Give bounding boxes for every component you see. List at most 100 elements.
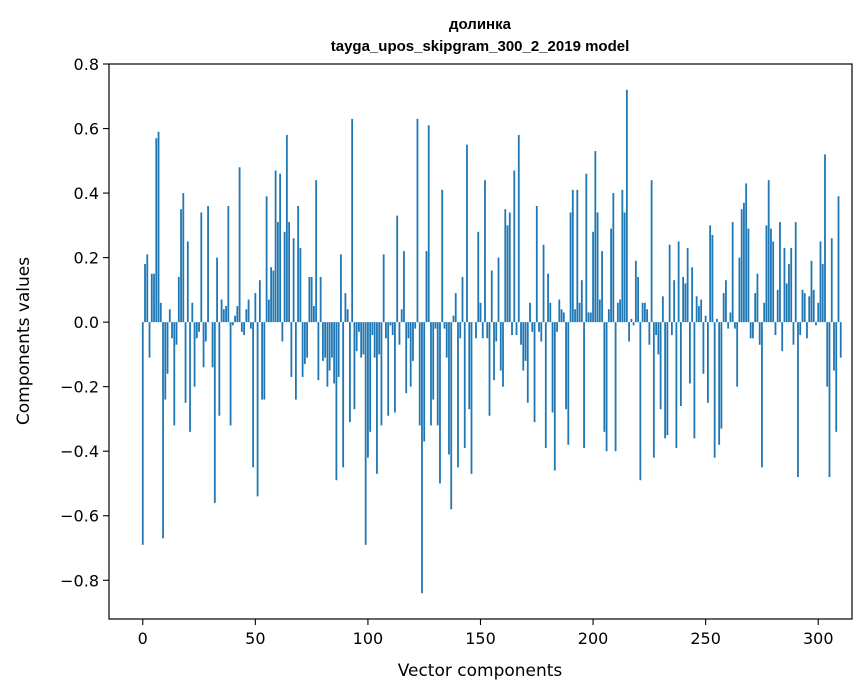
bar xyxy=(481,322,484,339)
bar xyxy=(218,322,221,416)
x-tick-label: 100 xyxy=(353,629,384,648)
bar xyxy=(310,276,313,323)
bar xyxy=(412,322,414,361)
bar xyxy=(551,322,554,413)
bar xyxy=(643,302,646,323)
bar xyxy=(450,322,453,510)
bar xyxy=(373,322,376,358)
bar xyxy=(637,276,640,323)
bar xyxy=(725,280,727,323)
bar xyxy=(533,322,536,423)
bar xyxy=(355,322,358,352)
bar xyxy=(328,322,331,371)
bar xyxy=(788,264,790,323)
bar xyxy=(727,322,730,329)
bar xyxy=(371,322,374,336)
bar xyxy=(234,315,236,323)
x-tick-label: 0 xyxy=(138,629,148,648)
bar xyxy=(200,212,203,323)
bar xyxy=(285,134,288,323)
bar xyxy=(439,322,441,484)
bar xyxy=(587,312,590,323)
y-tick-label: 0.4 xyxy=(74,184,99,203)
x-tick-label: 200 xyxy=(578,629,609,648)
bar xyxy=(155,138,158,323)
bar xyxy=(436,322,439,426)
bar xyxy=(173,322,176,426)
bar xyxy=(258,280,261,323)
bar xyxy=(522,322,525,371)
bar xyxy=(756,273,759,323)
plot-frame xyxy=(108,63,853,620)
bar xyxy=(299,247,302,323)
bar xyxy=(513,170,516,323)
bar xyxy=(225,306,227,323)
bar xyxy=(380,322,383,426)
bar xyxy=(761,322,763,468)
bar xyxy=(641,302,644,323)
bar xyxy=(247,299,250,323)
bar xyxy=(385,322,387,339)
bar xyxy=(430,322,432,426)
bar xyxy=(803,293,806,323)
bar xyxy=(340,254,342,323)
bar xyxy=(445,322,448,358)
bar xyxy=(189,322,191,432)
bar xyxy=(718,322,721,445)
bar xyxy=(198,322,200,332)
bar xyxy=(673,280,676,323)
y-axis-ticks: −0.8 −0.6 −0.4 −0.2 0.0 0.2 0.4 0.6 0.8 xyxy=(60,55,109,590)
bar xyxy=(594,151,597,323)
bar xyxy=(826,322,829,387)
bar xyxy=(547,273,549,323)
bar xyxy=(544,322,547,448)
bar xyxy=(598,299,601,323)
bar-series xyxy=(141,89,842,594)
bar xyxy=(141,322,144,545)
bar xyxy=(448,322,450,455)
bar xyxy=(765,225,768,323)
bar xyxy=(630,318,633,323)
bar xyxy=(801,289,804,323)
bar xyxy=(790,247,793,323)
bar xyxy=(153,273,155,323)
bar xyxy=(508,212,511,323)
bar xyxy=(709,225,712,323)
bar xyxy=(454,293,457,323)
bar xyxy=(603,322,606,432)
bar xyxy=(506,225,509,323)
bar xyxy=(281,322,284,342)
bar xyxy=(553,322,556,471)
bar xyxy=(479,302,482,323)
bar xyxy=(159,302,162,323)
y-axis-label: Components values xyxy=(14,257,34,425)
bar xyxy=(171,322,173,339)
bar xyxy=(457,322,459,468)
bar xyxy=(207,205,209,323)
x-axis-ticks: 0 50 100 150 200 250 300 xyxy=(138,619,834,648)
bar xyxy=(157,131,160,323)
bar xyxy=(490,270,493,323)
bar xyxy=(558,299,561,323)
bar xyxy=(623,212,626,323)
bar xyxy=(691,267,694,323)
bar xyxy=(774,322,777,336)
bar xyxy=(303,322,306,365)
bar xyxy=(610,228,612,323)
bar xyxy=(605,322,608,452)
bar xyxy=(738,257,741,323)
bar xyxy=(252,322,254,468)
bar xyxy=(360,322,363,358)
bar xyxy=(484,180,486,323)
x-tick-label: 300 xyxy=(803,629,834,648)
bar xyxy=(312,306,315,323)
bar xyxy=(364,322,367,545)
bar xyxy=(182,193,185,323)
bar xyxy=(164,322,167,400)
bar xyxy=(797,322,799,478)
bar xyxy=(396,215,399,323)
bar xyxy=(794,222,797,323)
bar xyxy=(414,322,417,329)
bar xyxy=(193,322,196,387)
